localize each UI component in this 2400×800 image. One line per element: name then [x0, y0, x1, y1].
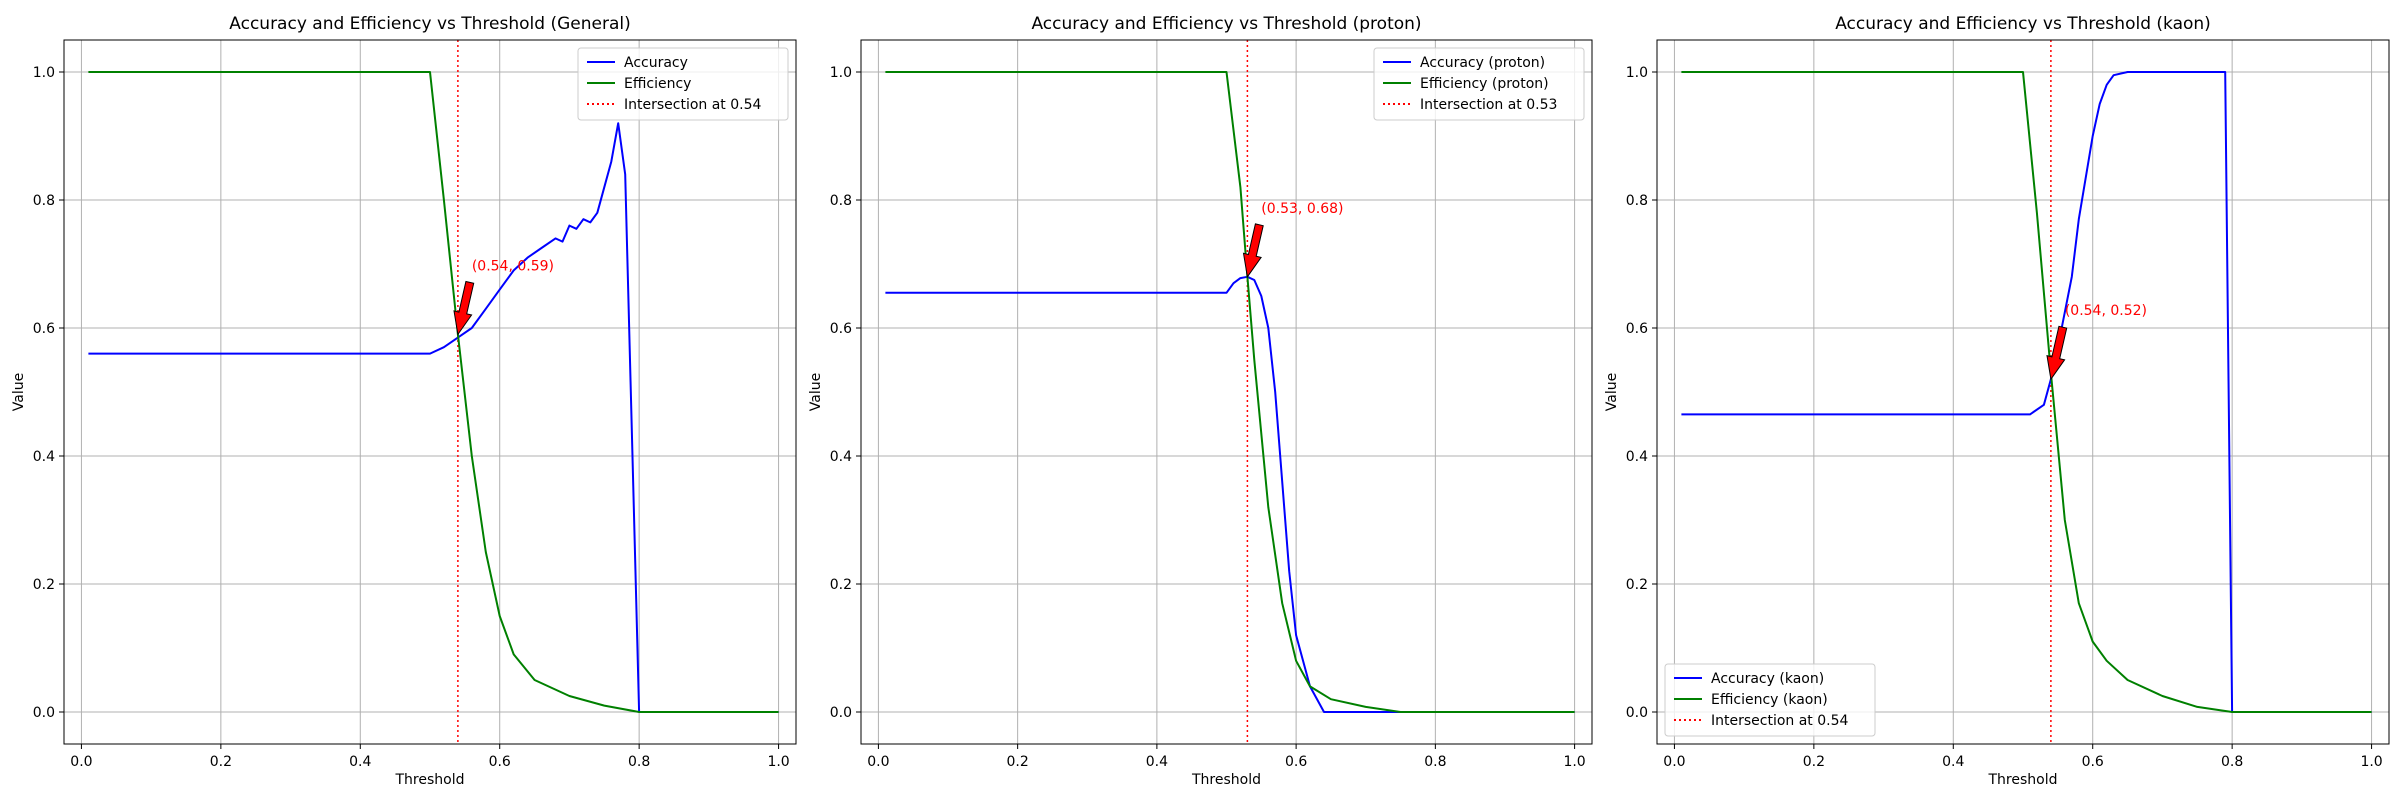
- series-line-accuracy: [88, 122, 779, 713]
- plot-frame: [1656, 39, 2390, 745]
- y-tick-label: 0.6: [1626, 321, 1648, 337]
- series-layer: [1681, 71, 2372, 713]
- y-tick-label: 0.0: [33, 705, 55, 721]
- y-tick-label: 0.2: [1626, 577, 1648, 593]
- y-tick-label: 0.2: [830, 577, 852, 593]
- y-axis-label: Value: [11, 373, 27, 411]
- y-tick-label: 0.4: [830, 449, 852, 465]
- y-axis-ticks: 0.0 0.2 0.4 0.6 0.8 1.0: [830, 65, 861, 721]
- legend-label-accuracy: Accuracy: [624, 55, 688, 71]
- y-tick-label: 0.0: [830, 705, 852, 721]
- intersection-annotation: (0.54, 0.59): [453, 258, 554, 336]
- legend-label-efficiency: Efficiency (proton): [1420, 76, 1549, 92]
- x-grid: [1673, 40, 2373, 744]
- legend-label-efficiency: Efficiency (kaon): [1711, 692, 1828, 708]
- legend: Accuracy Efficiency Intersection at 0.54: [577, 47, 789, 121]
- annotation-label: (0.54, 0.59): [472, 258, 554, 274]
- x-grid: [877, 40, 1576, 744]
- x-axis-label: Threshold: [1191, 772, 1261, 788]
- legend-label-intersection: Intersection at 0.54: [1711, 713, 1849, 729]
- chart-title: Accuracy and Efficiency vs Threshold (pr…: [1031, 14, 1421, 34]
- series-line-efficiency: [885, 71, 1575, 713]
- x-tick-label: 0.4: [1146, 754, 1168, 770]
- y-axis-label: Value: [1604, 373, 1620, 411]
- x-tick-label: 0.4: [1942, 754, 1964, 770]
- x-tick-label: 0.0: [1663, 754, 1685, 770]
- legend-label-accuracy: Accuracy (kaon): [1711, 671, 1824, 687]
- x-tick-label: 0.0: [70, 754, 92, 770]
- chart-panel-proton: 0.0 0.2 0.4 0.6 0.8 1.0 0.0 0.2 0.4 0.6 0.8 1.0 Ac…: [808, 14, 1593, 788]
- y-tick-label: 1.0: [830, 65, 852, 81]
- legend: Accuracy (proton) Efficiency (proton) In…: [1373, 47, 1585, 121]
- x-tick-label: 0.4: [349, 754, 371, 770]
- legend-frame: [1373, 47, 1585, 121]
- y-grid: [1657, 71, 2389, 713]
- legend-label-efficiency: Efficiency: [624, 76, 691, 92]
- x-tick-label: 0.2: [1007, 754, 1029, 770]
- x-tick-label: 0.6: [2082, 754, 2104, 770]
- y-tick-label: 0.8: [830, 193, 852, 209]
- annotation-label: (0.54, 0.52): [2065, 303, 2147, 319]
- plot-frame: [860, 39, 1593, 745]
- x-tick-label: 1.0: [2360, 754, 2382, 770]
- y-tick-label: 0.8: [1626, 193, 1648, 209]
- y-axis-ticks: 0.0 0.2 0.4 0.6 0.8 1.0: [1626, 65, 1657, 721]
- x-tick-label: 0.8: [1424, 754, 1446, 770]
- y-tick-label: 0.2: [33, 577, 55, 593]
- chart-title: Accuracy and Efficiency vs Threshold (Ge…: [229, 14, 630, 34]
- x-axis-label: Threshold: [395, 772, 465, 788]
- x-tick-label: 0.0: [867, 754, 889, 770]
- series-line-efficiency: [88, 71, 779, 713]
- x-tick-label: 0.8: [628, 754, 650, 770]
- x-grid: [80, 40, 780, 744]
- legend-frame: [1664, 663, 1876, 737]
- x-axis-ticks: 0.0 0.2 0.4 0.6 0.8 1.0: [1663, 744, 2383, 770]
- plot-frame: [63, 39, 797, 745]
- y-tick-label: 0.8: [33, 193, 55, 209]
- y-tick-label: 1.0: [1626, 65, 1648, 81]
- series-line-efficiency: [1681, 71, 2372, 713]
- series-line-accuracy: [885, 275, 1575, 713]
- intersection-annotation: (0.54, 0.52): [2046, 303, 2147, 381]
- x-axis-label: Threshold: [1988, 772, 2058, 788]
- legend: Accuracy (kaon) Efficiency (kaon) Inters…: [1664, 663, 1876, 737]
- chart-panel-kaon: 0.0 0.2 0.4 0.6 0.8 1.0 0.0 0.2 0.4 0.6 0.8 1.0 Ac…: [1604, 14, 2390, 788]
- y-tick-label: 0.6: [33, 321, 55, 337]
- x-tick-label: 0.2: [1803, 754, 1825, 770]
- series-layer: [885, 71, 1575, 713]
- annotation-arrow: [2046, 325, 2068, 381]
- chart-title: Accuracy and Efficiency vs Threshold (ka…: [1835, 14, 2211, 34]
- chart-panel-general: 0.0 0.2 0.4 0.6 0.8 1.0 0.0 0.2 0.4 0.6 0.8 1.0 Ac…: [11, 14, 797, 788]
- y-grid: [64, 71, 796, 713]
- x-tick-label: 0.6: [1285, 754, 1307, 770]
- legend-label-intersection: Intersection at 0.53: [1420, 97, 1557, 113]
- annotation-arrow: [453, 280, 475, 336]
- legend-label-intersection: Intersection at 0.54: [624, 97, 762, 113]
- x-axis-ticks: 0.0 0.2 0.4 0.6 0.8 1.0: [867, 744, 1586, 770]
- x-tick-label: 0.8: [2221, 754, 2243, 770]
- series-layer: [88, 71, 779, 713]
- x-tick-label: 0.2: [210, 754, 232, 770]
- series-line-accuracy: [1681, 71, 2372, 713]
- x-tick-label: 1.0: [1563, 754, 1585, 770]
- y-axis-ticks: 0.0 0.2 0.4 0.6 0.8 1.0: [33, 65, 64, 721]
- x-tick-label: 1.0: [767, 754, 789, 770]
- y-tick-label: 0.6: [830, 321, 852, 337]
- y-tick-label: 0.4: [33, 449, 55, 465]
- annotation-arrow: [1242, 223, 1264, 279]
- y-tick-label: 0.0: [1626, 705, 1648, 721]
- intersection-annotation: (0.53, 0.68): [1242, 201, 1343, 279]
- x-axis-ticks: 0.0 0.2 0.4 0.6 0.8 1.0: [70, 744, 790, 770]
- annotation-label: (0.53, 0.68): [1261, 201, 1343, 217]
- y-axis-label: Value: [808, 373, 824, 411]
- y-grid: [861, 71, 1592, 713]
- y-tick-label: 0.4: [1626, 449, 1648, 465]
- legend-frame: [577, 47, 789, 121]
- legend-label-accuracy: Accuracy (proton): [1420, 55, 1545, 71]
- y-tick-label: 1.0: [33, 65, 55, 81]
- x-tick-label: 0.6: [489, 754, 511, 770]
